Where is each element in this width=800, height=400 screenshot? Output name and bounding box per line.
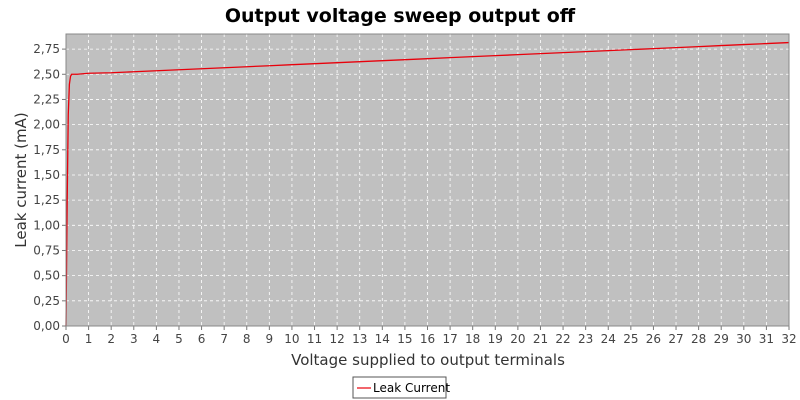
series-layer [65,41,790,327]
y-tick-label: 2,25 [33,92,60,106]
x-tick-label: 25 [623,332,638,346]
y-tick-label: 0,50 [33,269,60,283]
x-tick-label: 0 [62,332,70,346]
x-tick-label: 6 [198,332,206,346]
x-tick-label: 19 [488,332,503,346]
legend-box [352,376,447,399]
x-tick-label: 29 [714,332,729,346]
y-tick-label: 2,00 [33,118,60,132]
grid-lines [65,34,790,327]
y-tick-label: 2,75 [33,42,60,56]
series-line-leak-current [65,41,790,327]
x-tick-label: 15 [397,332,412,346]
legend: Leak Current [352,376,450,399]
plot-border [65,33,790,327]
y-tick-label: 1,25 [33,193,60,207]
x-tick-label: 7 [220,332,228,346]
y-tick-label: 0,25 [33,294,60,308]
y-tick-label: 0,75 [33,243,60,257]
x-tick-label: 30 [736,332,751,346]
x-tick-label: 3 [130,332,138,346]
y-tick-label: 1,00 [33,218,60,232]
x-tick-label: 21 [533,332,548,346]
x-tick-label: 11 [307,332,322,346]
x-tick-label: 32 [781,332,796,346]
x-tick-label: 13 [352,332,367,346]
y-tick-label: 1,50 [33,168,60,182]
x-tick-label: 4 [153,332,161,346]
x-tick-label: 9 [266,332,274,346]
y-tick-label: 1,75 [33,143,60,157]
x-axis: 0 1 2 3 4 5 6 7 8 9 10 11 12 13 14 15 16 17 18 19 20 21 22 23 24… [62,326,797,346]
x-tick-label: 24 [601,332,616,346]
chart-title: Output voltage sweep output off [225,5,576,27]
x-tick-label: 1 [85,332,93,346]
x-tick-label: 31 [759,332,774,346]
x-tick-label: 18 [465,332,480,346]
y-tick-label: 0,00 [33,319,60,333]
x-tick-label: 14 [375,332,390,346]
x-tick-label: 12 [329,332,344,346]
x-tick-label: 26 [646,332,661,346]
x-tick-label: 17 [442,332,457,346]
x-axis-label: Voltage supplied to output terminals [291,351,565,369]
y-axis: 0,00 0,25 0,50 0,75 1,00 1,25 1,50 1,75 2,00 2,25… [33,42,66,333]
x-tick-label: 16 [420,332,435,346]
x-tick-label: 23 [578,332,593,346]
y-axis-label: Leak current (mA) [12,112,30,247]
x-tick-label: 5 [175,332,183,346]
x-tick-label: 2 [107,332,115,346]
x-tick-label: 10 [284,332,299,346]
x-tick-label: 22 [555,332,570,346]
x-tick-label: 28 [691,332,706,346]
legend-label-leak-current: Leak Current [373,381,450,395]
x-tick-label: 8 [243,332,251,346]
x-tick-label: 27 [668,332,683,346]
x-tick-label: 20 [510,332,525,346]
y-tick-label: 2,50 [33,67,60,81]
